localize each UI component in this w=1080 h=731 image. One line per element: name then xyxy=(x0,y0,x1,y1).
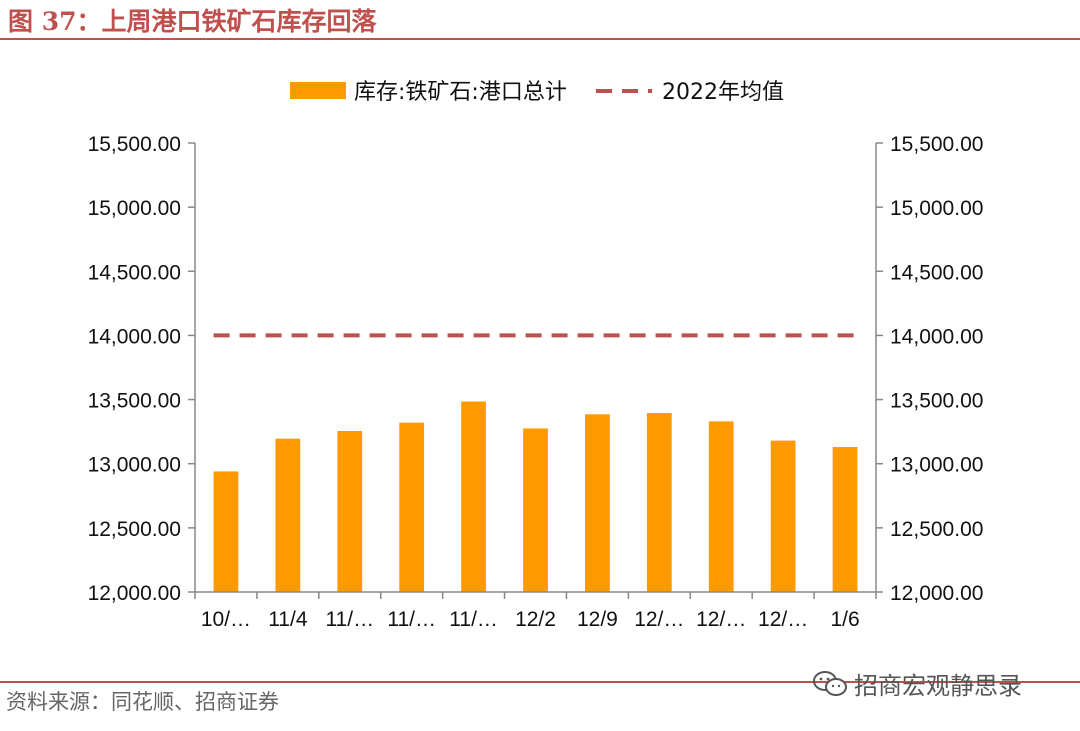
watermark-text: 招商宏观静思录 xyxy=(854,672,1022,700)
legend-line-label: 2022年均值 xyxy=(662,80,784,105)
right-tick-label: 14,000.00 xyxy=(890,325,983,348)
x-tick-label: 12/… xyxy=(696,608,746,631)
x-tick-label: 12/… xyxy=(758,608,808,631)
x-tick-label: 1/6 xyxy=(830,608,859,631)
bar xyxy=(275,438,301,592)
right-tick-label: 14,500.00 xyxy=(890,261,983,284)
x-tick-label: 11/… xyxy=(325,608,374,631)
bar xyxy=(646,413,672,592)
right-tick-label: 13,500.00 xyxy=(890,390,983,413)
left-tick-label: 13,500.00 xyxy=(88,390,181,413)
x-tick-label: 12/2 xyxy=(515,608,556,631)
x-tick-label: 10/… xyxy=(201,608,251,631)
left-tick-label: 14,000.00 xyxy=(88,325,181,348)
bar xyxy=(337,431,363,592)
left-tick-label: 15,000.00 xyxy=(88,197,181,220)
right-tick-label: 12,000.00 xyxy=(890,582,983,605)
right-y-axis: 12,000.00 12,500.00 13,000.00 13,500.00 14,0… xyxy=(875,133,983,605)
footer-divider xyxy=(0,681,1080,683)
right-tick-label: 15,500.00 xyxy=(890,133,983,156)
left-tick-label: 12,500.00 xyxy=(88,518,181,541)
right-tick-label: 15,000.00 xyxy=(890,197,983,220)
x-tick-label: 12/… xyxy=(634,608,684,631)
title-divider xyxy=(0,38,1080,40)
legend: 库存:铁矿石:港口总计 2022年均值 xyxy=(290,80,784,105)
x-tick-label: 11/4 xyxy=(268,608,308,631)
source-note: 资料来源：同花顺、招商证券 xyxy=(6,690,279,714)
x-tick-label: 11/… xyxy=(387,608,436,631)
bar xyxy=(213,471,239,592)
right-tick-label: 13,000.00 xyxy=(890,454,983,477)
x-tick-label: 11/… xyxy=(449,608,498,631)
bar xyxy=(461,401,486,592)
bar xyxy=(770,440,796,592)
left-y-axis: 12,000.00 12,500.00 13,000.00 13,500.00 14,0… xyxy=(88,133,196,605)
bar xyxy=(523,428,548,592)
watermark: 招商宏观静思录 xyxy=(812,666,1022,701)
figure-title: 图 37：上周港口铁矿石库存回落 xyxy=(8,7,377,36)
bar xyxy=(399,422,425,592)
right-tick-label: 12,500.00 xyxy=(890,518,983,541)
bar xyxy=(832,447,858,592)
legend-bar-swatch xyxy=(290,82,346,99)
wechat-icon xyxy=(813,670,847,696)
bar xyxy=(708,421,734,592)
left-tick-label: 13,000.00 xyxy=(88,454,181,477)
bar xyxy=(585,414,610,592)
legend-bar-label: 库存:铁矿石:港口总计 xyxy=(354,80,567,105)
left-tick-label: 14,500.00 xyxy=(88,261,181,284)
bar-series xyxy=(213,401,858,592)
chart: 库存:铁矿石:港口总计 2022年均值 12,000.00 12,500.00 13… xyxy=(88,80,984,631)
left-tick-label: 15,500.00 xyxy=(88,133,181,156)
x-tick-label: 12/9 xyxy=(577,608,618,631)
x-axis: 10/… 11/4 11/… 11/… 11/… 12/2 12/9 12/… 12/… 12/…… xyxy=(194,591,877,631)
left-tick-label: 12,000.00 xyxy=(88,582,181,605)
